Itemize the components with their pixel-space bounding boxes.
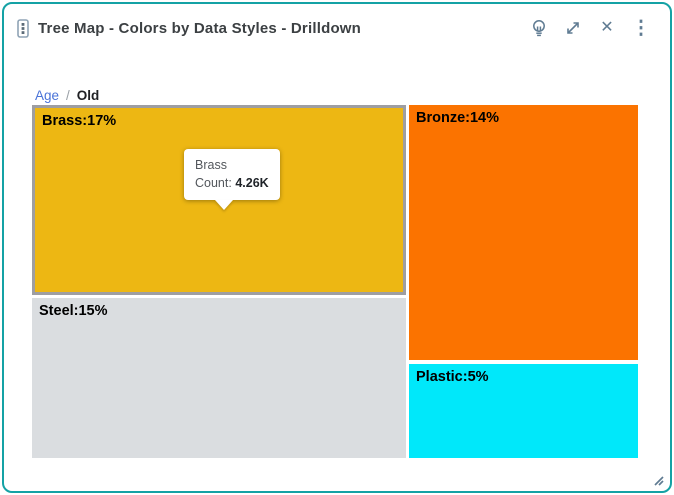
tooltip-value: Count: 4.26K [195,174,269,192]
treemap-tile-bronze[interactable]: Bronze:14% [409,105,638,360]
tile-label-steel: Steel:15% [39,303,108,319]
treemap-chart: Brass:17% Brass Count: 4.26K Bronze:14% … [32,105,638,458]
tooltip-value-number: 4.26K [235,176,269,190]
tile-label-plastic: Plastic:5% [416,369,489,385]
drag-handle-icon[interactable] [16,18,30,38]
treemap-tile-brass[interactable]: Brass:17% Brass Count: 4.26K [32,105,406,295]
widget-header: Tree Map - Colors by Data Styles - Drill… [4,4,670,52]
treemap-tile-plastic[interactable]: Plastic:5% [409,364,638,458]
treemap-tile-steel[interactable]: Steel:15% [32,298,406,458]
tooltip-category: Brass [195,158,227,172]
lightbulb-icon[interactable] [526,15,552,41]
tile-label-brass: Brass:17% [42,113,117,129]
expand-icon[interactable] [560,15,586,41]
tooltip: Brass Count: 4.26K [184,149,280,210]
resize-handle-icon[interactable] [649,471,664,486]
tooltip-caret [215,200,233,210]
kebab-menu-icon[interactable]: ⋮ [631,17,651,39]
tile-label-bronze: Bronze:14% [416,110,499,126]
widget-title: Tree Map - Colors by Data Styles - Drill… [38,19,362,37]
breadcrumb: Age / Old [35,88,99,103]
close-icon[interactable]: ✕ [600,19,614,36]
breadcrumb-current: Old [76,88,100,103]
breadcrumb-separator: / [66,88,70,103]
tooltip-value-label: Count: [195,176,236,190]
breadcrumb-root-link[interactable]: Age [35,88,60,103]
